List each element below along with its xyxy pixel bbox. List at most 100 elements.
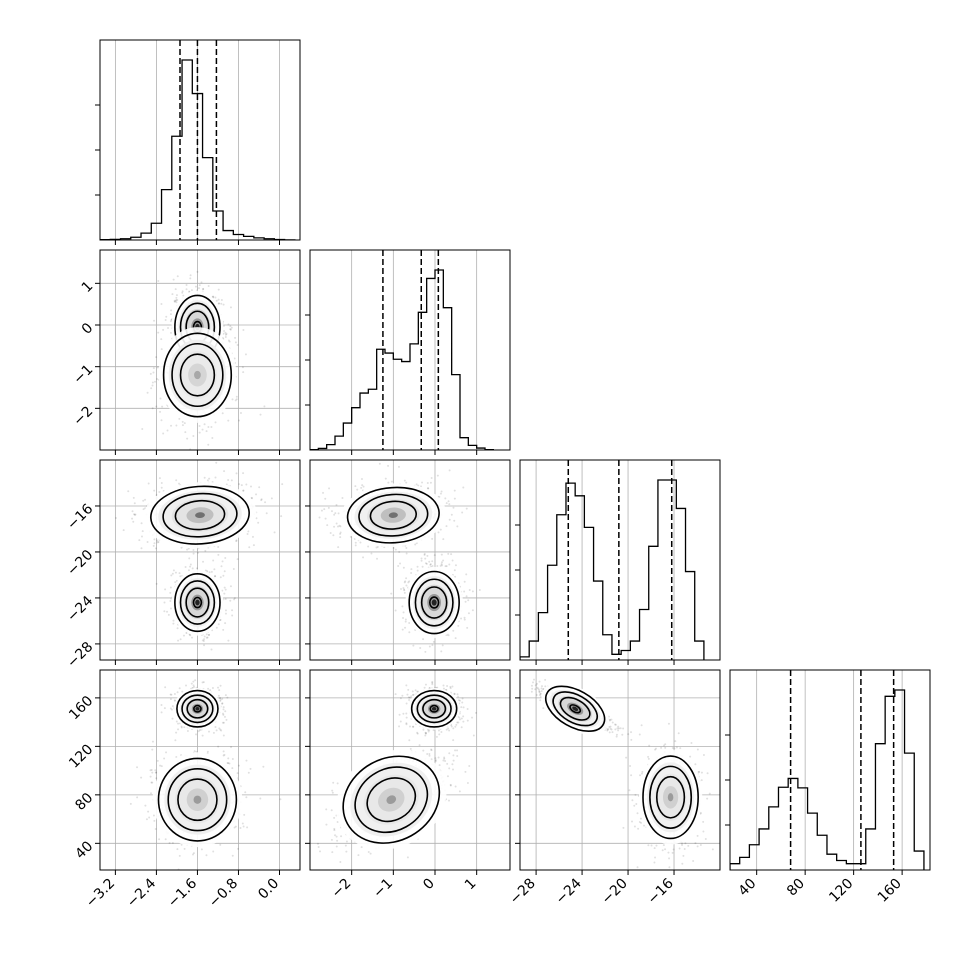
sample-point: [404, 618, 407, 621]
sample-point: [244, 353, 247, 356]
sample-point: [408, 622, 411, 625]
sample-point: [397, 564, 400, 567]
sample-point: [235, 540, 238, 543]
sample-point: [234, 341, 237, 344]
sample-point: [179, 575, 182, 578]
sample-point: [390, 480, 393, 483]
contour-line: [162, 332, 233, 418]
sample-point: [387, 481, 390, 484]
sample-point: [211, 436, 214, 439]
sample-point: [242, 489, 245, 492]
sample-point: [190, 289, 193, 292]
sample-point: [198, 284, 201, 287]
sample-point: [424, 650, 427, 653]
sample-point: [235, 539, 238, 542]
sample-point: [144, 498, 147, 501]
sample-point: [448, 563, 451, 566]
sample-point: [133, 513, 136, 516]
sample-point: [452, 506, 455, 509]
sample-point: [339, 536, 342, 539]
sample-point: [227, 339, 230, 342]
sample-point: [465, 573, 468, 576]
sample-point: [156, 539, 159, 542]
sample-point: [466, 626, 469, 629]
sample-point: [427, 487, 430, 490]
sample-point: [167, 326, 170, 329]
sample-point: [420, 557, 423, 560]
sample-point: [454, 637, 457, 640]
sample-point: [175, 424, 178, 427]
sample-point: [173, 299, 176, 302]
sample-point: [217, 546, 220, 549]
sample-point: [133, 502, 136, 505]
sample-point: [431, 644, 434, 647]
sample-point: [235, 395, 238, 398]
sample-point: [214, 476, 217, 479]
sample-point: [424, 562, 427, 565]
sample-point: [170, 318, 173, 321]
sample-point: [461, 511, 464, 514]
sample-point: [156, 366, 159, 369]
sample-point: [208, 571, 211, 574]
sample-point: [336, 525, 339, 528]
sample-point: [151, 384, 154, 387]
sample-point: [152, 544, 155, 547]
sample-point: [207, 634, 210, 637]
sample-point: [187, 569, 190, 572]
panel-frame: [99, 249, 301, 451]
sample-point: [230, 326, 233, 329]
sample-point: [453, 519, 456, 522]
sample-point: [181, 291, 184, 294]
sample-point: [235, 472, 238, 475]
y-tick-label: −16: [64, 501, 96, 533]
sample-point: [270, 497, 273, 500]
sample-point: [175, 294, 178, 297]
y-tick-label: −20: [64, 547, 96, 579]
sample-point: [362, 556, 365, 559]
sample-point: [221, 560, 224, 563]
sample-point: [431, 560, 434, 563]
sample-point: [138, 539, 141, 542]
sample-point: [170, 607, 173, 610]
sample-point: [250, 485, 253, 488]
sample-point: [187, 547, 190, 550]
sample-point: [142, 508, 145, 511]
sample-point: [326, 524, 329, 527]
y-tick-label: −2: [70, 403, 96, 429]
sample-point: [335, 503, 338, 506]
sample-point: [405, 577, 408, 580]
sample-point: [337, 546, 340, 549]
sample-point: [169, 320, 172, 323]
sample-point: [210, 648, 213, 651]
sample-point: [431, 537, 434, 540]
sample-point: [467, 599, 470, 602]
sample-point: [328, 487, 331, 490]
sample-point: [161, 405, 164, 408]
sample-point: [167, 613, 170, 616]
sample-point: [302, 498, 304, 500]
sample-point: [323, 508, 326, 511]
histogram-panel: [305, 249, 511, 455]
sample-point: [155, 405, 158, 408]
sample-point: [175, 301, 178, 304]
sample-point: [185, 283, 188, 286]
sample-point: [426, 482, 429, 485]
sample-point: [445, 565, 448, 568]
sample-point: [154, 547, 157, 550]
sample-point: [450, 513, 453, 516]
sample-point: [192, 549, 195, 552]
sample-point: [230, 479, 233, 482]
sample-point: [184, 565, 187, 568]
sample-point: [233, 598, 236, 601]
sample-point: [131, 510, 134, 513]
sample-point: [229, 599, 232, 602]
sample-point: [192, 552, 195, 555]
x-tick-label: 80: [784, 876, 808, 900]
sample-point: [467, 612, 470, 615]
sample-point: [257, 521, 260, 524]
sample-point: [259, 413, 262, 416]
sample-point: [178, 572, 181, 575]
sample-point: [174, 300, 177, 303]
sample-point: [178, 482, 181, 485]
sample-point: [214, 421, 217, 424]
